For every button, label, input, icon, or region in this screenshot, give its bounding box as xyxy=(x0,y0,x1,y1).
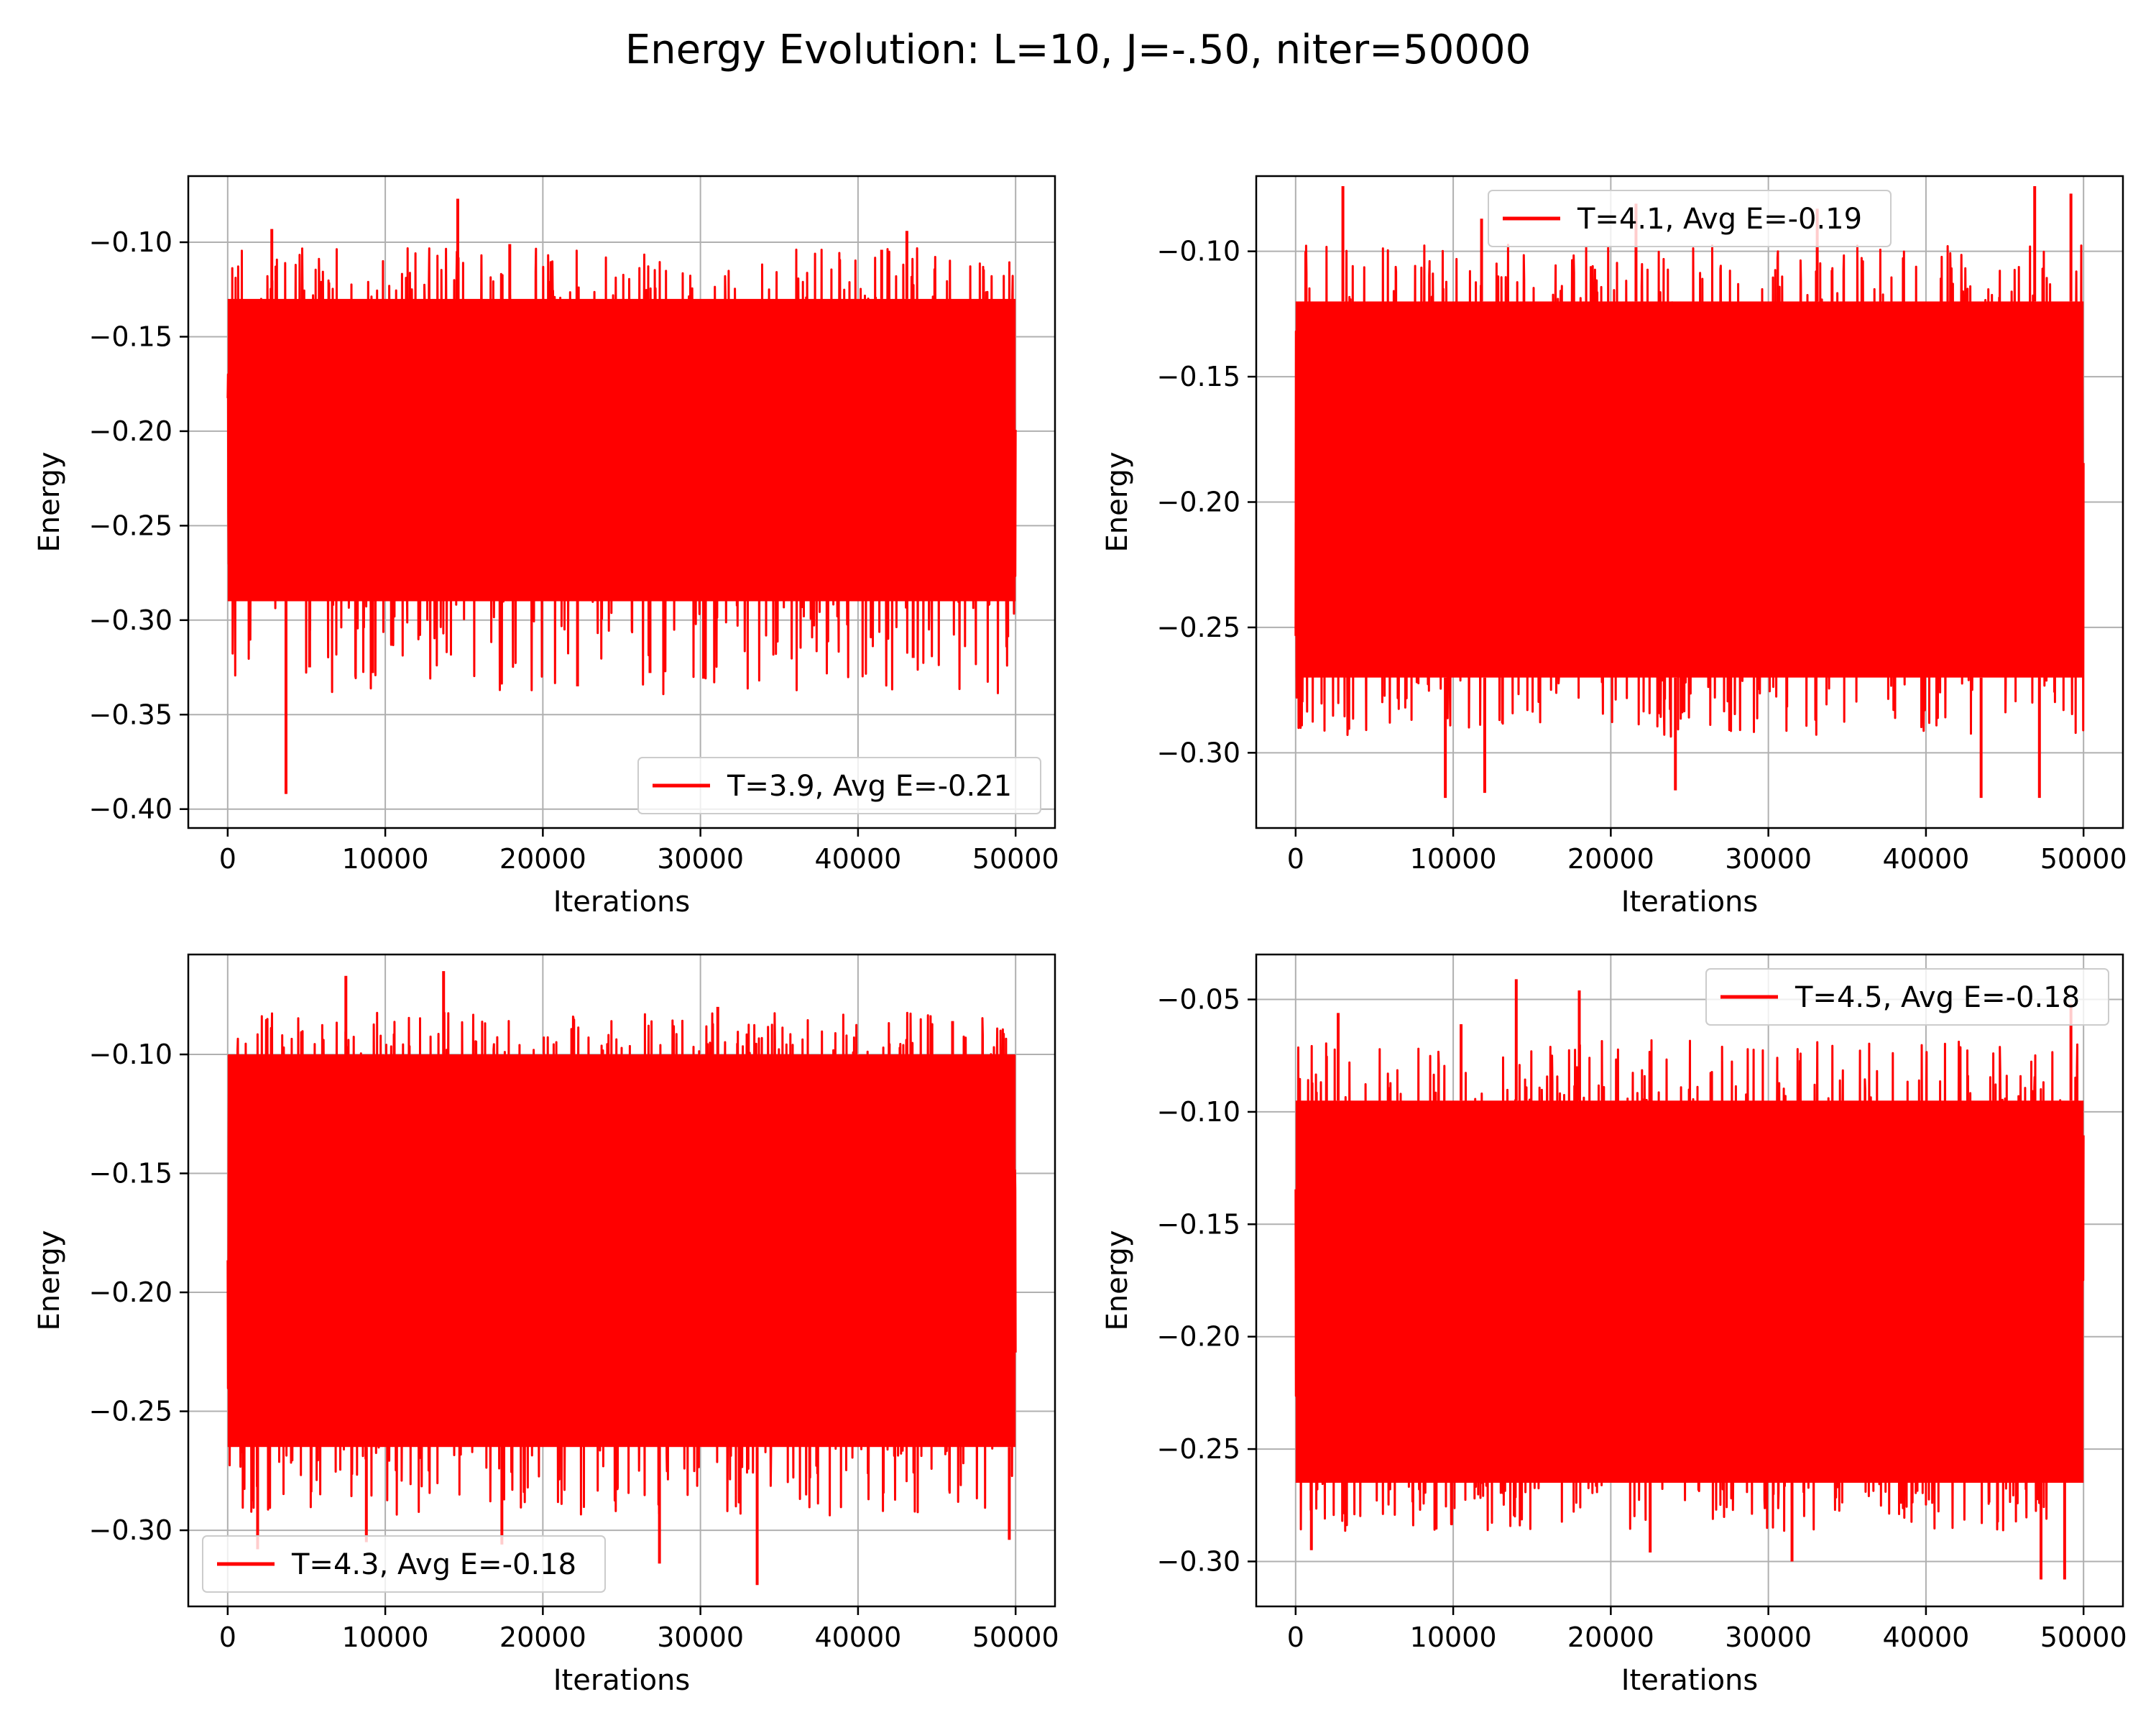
y-tick-label: −0.25 xyxy=(1157,1433,1240,1465)
y-tick-label: −0.25 xyxy=(89,510,172,541)
y-tick-label: −0.05 xyxy=(1157,984,1240,1016)
subplot-1: 0 10000 20000 30000 40000 50000 −0.40 −0.35 −0.3… xyxy=(33,175,1059,919)
y-tick-label: −0.30 xyxy=(1157,1545,1240,1577)
legend: T=4.1, Avg E=-0.19 xyxy=(1488,190,1892,247)
x-tick-label: 50000 xyxy=(2040,1622,2127,1653)
x-tick-label: 30000 xyxy=(1725,1622,1812,1653)
x-tick-label: 30000 xyxy=(657,1622,744,1653)
legend: T=3.9, Avg E=-0.21 xyxy=(637,757,1041,814)
x-tick-label: 20000 xyxy=(1567,843,1654,875)
x-tick-label: 40000 xyxy=(814,1622,901,1653)
y-tick-label: −0.30 xyxy=(89,1514,172,1546)
x-tick-label: 0 xyxy=(1287,843,1304,875)
x-tick-label: 10000 xyxy=(1410,843,1497,875)
y-tick-label: −0.20 xyxy=(89,415,172,447)
y-tick-label: −0.25 xyxy=(1157,612,1240,643)
y-tick-label: −0.25 xyxy=(89,1396,172,1427)
y-tick-label: −0.15 xyxy=(89,1158,172,1190)
y-tick-label: −0.15 xyxy=(89,321,172,352)
x-tick-label: 50000 xyxy=(972,1622,1059,1653)
y-tick-label: −0.20 xyxy=(1157,487,1240,518)
y-tick-label: −0.10 xyxy=(89,226,172,258)
x-tick-label: 40000 xyxy=(814,843,901,875)
x-tick-label: 50000 xyxy=(972,843,1059,875)
legend-box xyxy=(637,757,1041,814)
x-axis-label: Iterations xyxy=(553,1664,691,1697)
axes-frame xyxy=(1255,953,2124,1608)
subplot-grid: 0 10000 20000 30000 40000 50000 −0.40 −0.35 −0.3… xyxy=(33,175,2127,1697)
x-tick-label: 20000 xyxy=(499,1622,586,1653)
subplot-4: 0 10000 20000 30000 40000 50000 −0.30 −0.25 −0.2… xyxy=(1101,953,2127,1697)
y-tick-label: −0.15 xyxy=(1157,361,1240,392)
legend-box xyxy=(202,1535,606,1593)
y-tick-label: −0.30 xyxy=(89,604,172,636)
y-tick-label: −0.15 xyxy=(1157,1208,1240,1240)
y-tick-label: −0.30 xyxy=(1157,737,1240,768)
subplot-2: 0 10000 20000 30000 40000 50000 −0.30 −0.25 −0.2… xyxy=(1101,175,2127,919)
y-tick-label: −0.10 xyxy=(1157,1096,1240,1128)
y-tick-label: −0.10 xyxy=(89,1039,172,1070)
energy-series-band xyxy=(227,1054,1016,1448)
y-tick-label: −0.40 xyxy=(89,794,172,825)
x-tick-label: 40000 xyxy=(1882,1622,1969,1653)
x-tick-label: 30000 xyxy=(1725,843,1812,875)
legend-box xyxy=(1488,190,1892,247)
legend: T=4.3, Avg E=-0.18 xyxy=(202,1535,606,1593)
x-tick-label: 20000 xyxy=(499,843,586,875)
x-tick-label: 10000 xyxy=(342,843,429,875)
y-axis-label: Energy xyxy=(1101,451,1134,552)
y-tick-label: −0.10 xyxy=(1157,236,1240,267)
energy-series-band xyxy=(1295,301,2084,678)
x-tick-label: 10000 xyxy=(1410,1622,1497,1653)
x-tick-label: 20000 xyxy=(1567,1622,1654,1653)
y-axis-label: Energy xyxy=(33,1230,66,1330)
x-tick-label: 50000 xyxy=(2040,843,2127,875)
x-axis-label: Iterations xyxy=(1621,1664,1759,1697)
y-tick-label: −0.35 xyxy=(89,699,172,730)
x-tick-label: 0 xyxy=(219,843,236,875)
energy-series-band xyxy=(1295,1100,2084,1483)
energy-series-band xyxy=(227,298,1016,602)
x-tick-label: 0 xyxy=(1287,1622,1304,1653)
x-axis-label: Iterations xyxy=(1621,886,1759,919)
axes-frame xyxy=(187,175,1056,829)
y-axis-label: Energy xyxy=(1101,1230,1134,1330)
legend-label: T=4.3, Avg E=-0.18 xyxy=(291,1548,576,1581)
x-axis-label: Iterations xyxy=(553,886,691,919)
legend-label: T=4.1, Avg E=-0.19 xyxy=(1577,203,1862,236)
x-tick-label: 0 xyxy=(219,1622,236,1653)
y-tick-label: −0.20 xyxy=(89,1276,172,1308)
legend-box xyxy=(1705,968,2109,1026)
y-axis-label: Energy xyxy=(33,451,66,552)
figure-suptitle: Energy Evolution: L=10, J=-.50, niter=50… xyxy=(625,27,1531,73)
x-tick-label: 10000 xyxy=(342,1622,429,1653)
x-tick-label: 40000 xyxy=(1882,843,1969,875)
legend: T=4.5, Avg E=-0.18 xyxy=(1705,968,2109,1026)
legend-label: T=4.5, Avg E=-0.18 xyxy=(1795,981,2080,1014)
y-tick-label: −0.20 xyxy=(1157,1321,1240,1353)
axes-frame xyxy=(187,953,1056,1608)
legend-label: T=3.9, Avg E=-0.21 xyxy=(727,770,1012,803)
x-tick-label: 30000 xyxy=(657,843,744,875)
subplot-3: 0 10000 20000 30000 40000 50000 −0.30 −0.25 −0.2… xyxy=(33,953,1059,1697)
